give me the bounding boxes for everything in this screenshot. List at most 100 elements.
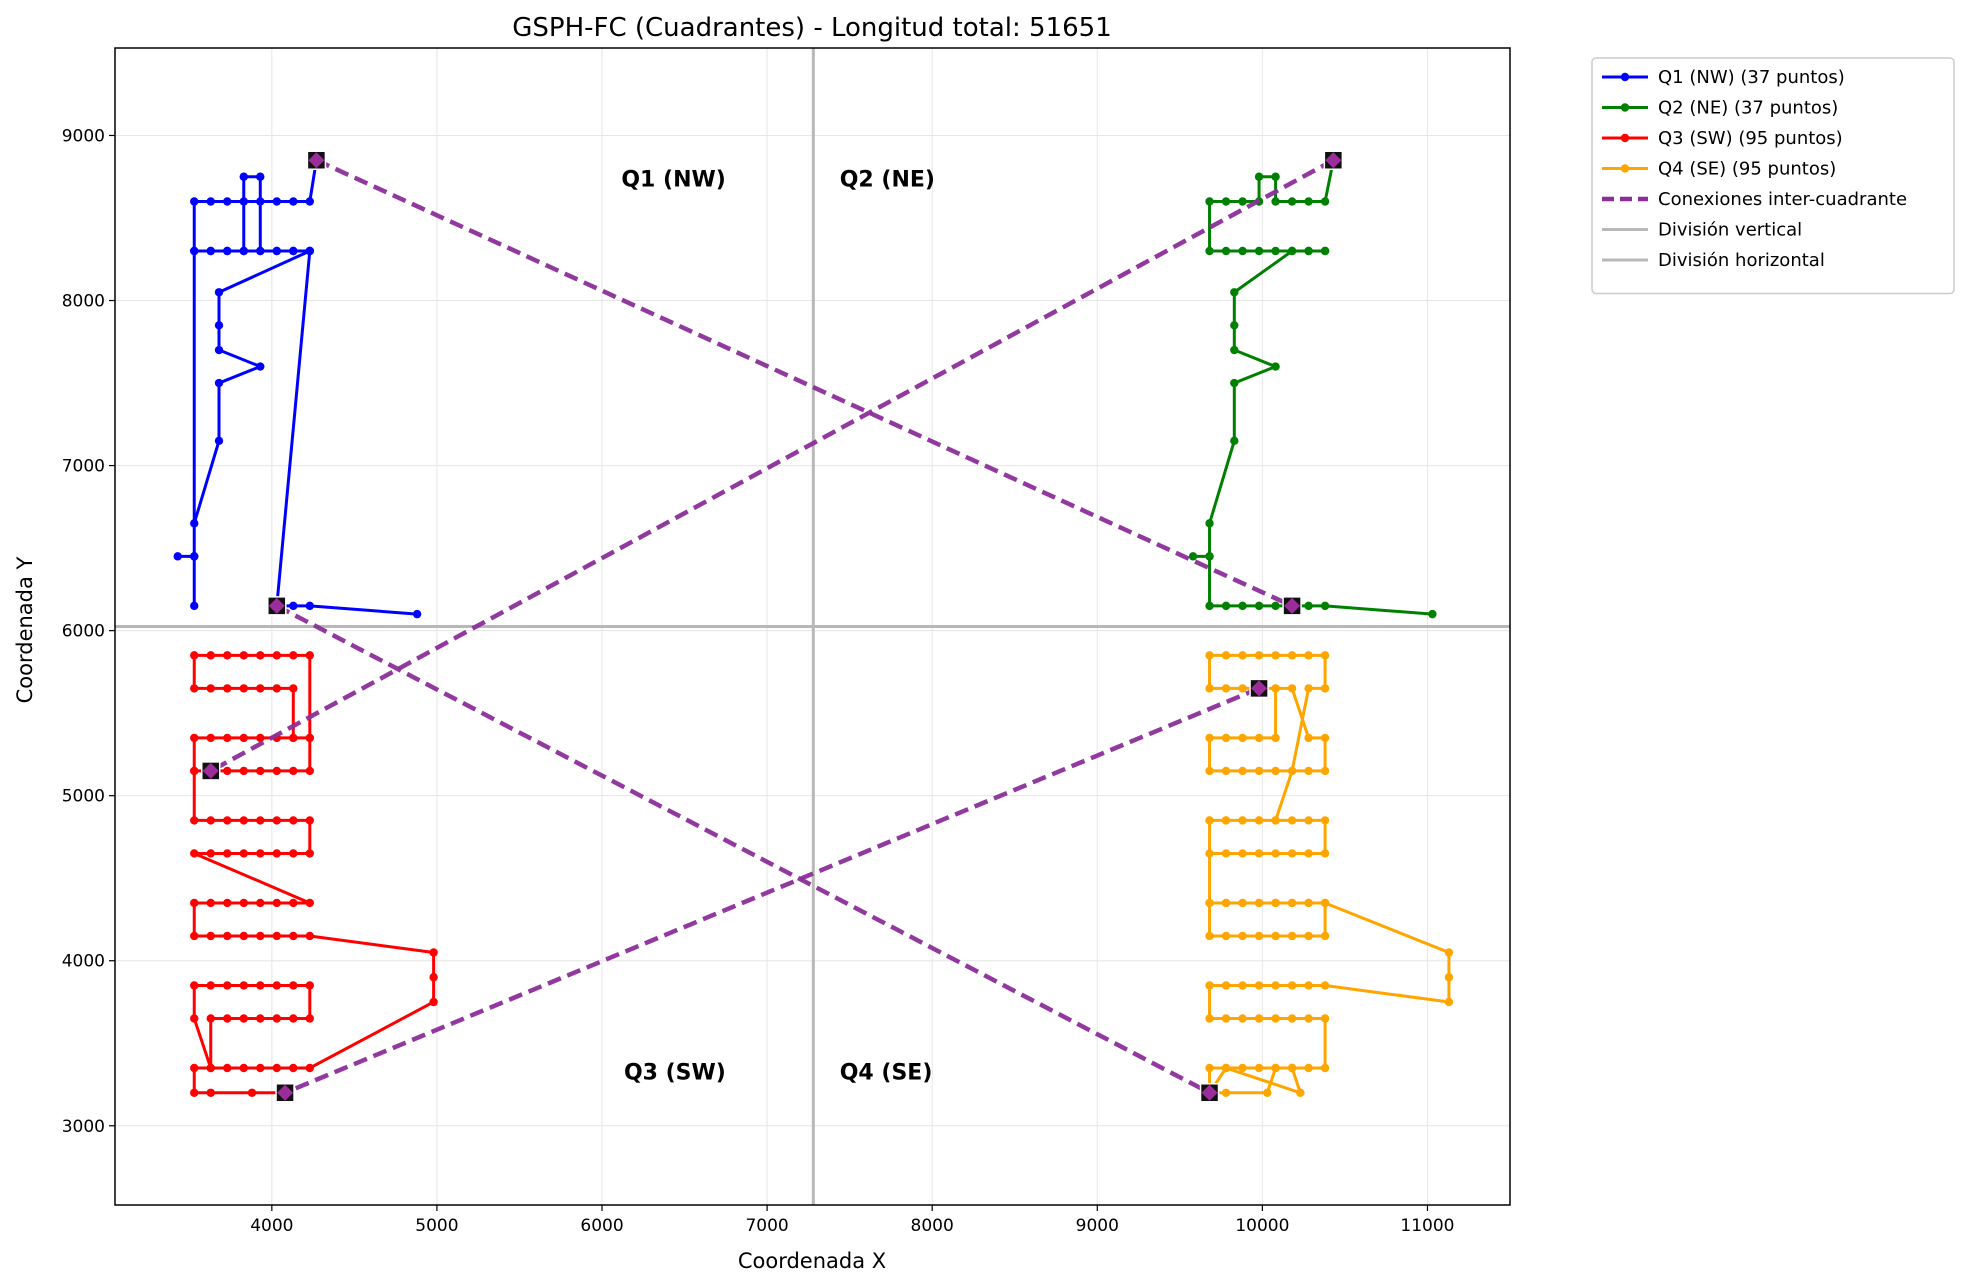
legend-label: Q2 (NE) (37 puntos) xyxy=(1658,98,1838,119)
chart-title: GSPH-FC (Cuadrantes) - Longitud total: 5… xyxy=(512,13,1112,43)
data-point-q4 xyxy=(1271,1063,1280,1073)
data-point-q4 xyxy=(1221,1063,1231,1073)
data-point-q4 xyxy=(1271,849,1280,858)
data-point-q3 xyxy=(289,898,298,908)
connection-line xyxy=(209,158,1335,773)
data-point-q3 xyxy=(239,651,248,660)
connection-line xyxy=(284,686,1260,1095)
data-point-q3 xyxy=(305,1014,315,1023)
data-point-q4 xyxy=(1254,816,1264,825)
data-point-q3 xyxy=(289,733,298,743)
data-point-q4 xyxy=(1444,973,1454,982)
connections-layer xyxy=(209,158,1335,1095)
y-tick-label: 6000 xyxy=(62,622,105,642)
data-point-q4 xyxy=(1296,1088,1305,1097)
data-point-q4 xyxy=(1254,766,1264,776)
data-point-q2 xyxy=(1230,288,1239,297)
data-point-q4 xyxy=(1205,849,1214,858)
data-point-q4 xyxy=(1238,684,1247,693)
data-point-q1 xyxy=(223,197,232,206)
quadrant-label: Q2 (NE) xyxy=(840,167,935,192)
data-point-q3 xyxy=(206,733,215,743)
data-point-q3 xyxy=(239,849,248,858)
data-point-q3 xyxy=(305,1063,315,1073)
data-point-q1 xyxy=(190,197,199,206)
data-point-q3 xyxy=(206,1088,215,1097)
data-point-q3 xyxy=(223,766,232,776)
data-point-q3 xyxy=(305,931,315,941)
data-point-q4 xyxy=(1320,849,1330,858)
data-point-q1 xyxy=(289,246,298,256)
data-point-q2 xyxy=(1221,197,1231,206)
data-point-q4 xyxy=(1254,1063,1264,1073)
data-point-q2 xyxy=(1205,601,1214,611)
data-point-q3 xyxy=(272,849,281,858)
data-point-q3 xyxy=(206,684,215,693)
data-point-q2 xyxy=(1188,552,1198,561)
data-point-q1 xyxy=(190,552,199,561)
data-point-q3 xyxy=(256,981,265,990)
data-point-q4 xyxy=(1320,766,1330,776)
data-point-q2 xyxy=(1238,246,1247,256)
data-point-q3 xyxy=(206,931,215,941)
data-point-q3 xyxy=(272,766,281,776)
data-point-q1 xyxy=(256,197,265,206)
legend-box xyxy=(1591,57,1955,295)
data-point-q3 xyxy=(247,1088,257,1097)
data-point-q2 xyxy=(1205,519,1214,528)
y-tick-label: 5000 xyxy=(62,787,105,807)
x-tick-label: 6000 xyxy=(580,1216,623,1236)
data-point-q1 xyxy=(223,246,232,256)
endpoint-diamond-marker xyxy=(1201,1084,1218,1101)
data-point-q1 xyxy=(214,321,224,330)
data-point-q3 xyxy=(190,1014,199,1023)
data-point-q4 xyxy=(1320,816,1330,825)
data-point-q3 xyxy=(256,849,265,858)
legend: Q1 (NW) (37 puntos) Q2 (NE) (37 puntos) Q3… xyxy=(1591,57,1955,295)
data-point-q3 xyxy=(239,766,248,776)
data-point-q3 xyxy=(305,981,315,990)
data-point-q2 xyxy=(1287,246,1297,256)
data-point-q3 xyxy=(190,816,199,825)
data-point-q4 xyxy=(1254,733,1264,743)
data-point-q1 xyxy=(214,288,224,297)
data-point-q2 xyxy=(1271,172,1280,181)
data-point-q4 xyxy=(1205,931,1214,941)
data-point-q3 xyxy=(429,997,438,1007)
x-tick-label: 11000 xyxy=(1400,1216,1454,1236)
legend-swatch-marker xyxy=(1620,164,1630,173)
data-point-q4 xyxy=(1221,1014,1231,1023)
data-point-q4 xyxy=(1287,981,1297,990)
data-point-q3 xyxy=(272,898,281,908)
quadrant-label: Q4 (SE) xyxy=(840,1060,933,1085)
data-point-q2 xyxy=(1238,601,1247,611)
data-point-q4 xyxy=(1320,1063,1330,1073)
y-axis-label: Coordenada Y xyxy=(13,556,37,703)
data-point-q4 xyxy=(1320,684,1330,693)
data-point-q2 xyxy=(1254,172,1264,181)
data-point-q2 xyxy=(1304,197,1313,206)
data-point-q4 xyxy=(1304,981,1313,990)
data-point-q4 xyxy=(1221,981,1231,990)
data-point-q2 xyxy=(1271,601,1280,611)
data-point-q4 xyxy=(1271,651,1280,660)
data-point-q3 xyxy=(305,651,315,660)
data-point-q3 xyxy=(190,898,199,908)
data-point-q3 xyxy=(206,898,215,908)
data-point-q4 xyxy=(1287,898,1297,908)
data-point-q3 xyxy=(206,651,215,660)
data-point-q4 xyxy=(1254,651,1264,660)
data-point-q4 xyxy=(1205,1014,1214,1023)
data-point-q3 xyxy=(256,1014,265,1023)
data-point-q1 xyxy=(214,378,224,388)
data-point-q3 xyxy=(305,816,315,825)
data-point-q3 xyxy=(256,1063,265,1073)
legend-label: Q1 (NW) (37 puntos) xyxy=(1658,67,1845,88)
data-point-q4 xyxy=(1271,931,1280,941)
data-point-q4 xyxy=(1238,898,1247,908)
data-point-q1 xyxy=(272,246,281,256)
data-point-q4 xyxy=(1221,898,1231,908)
data-point-q3 xyxy=(239,684,248,693)
data-point-q4 xyxy=(1254,931,1264,941)
data-point-q3 xyxy=(223,849,232,858)
